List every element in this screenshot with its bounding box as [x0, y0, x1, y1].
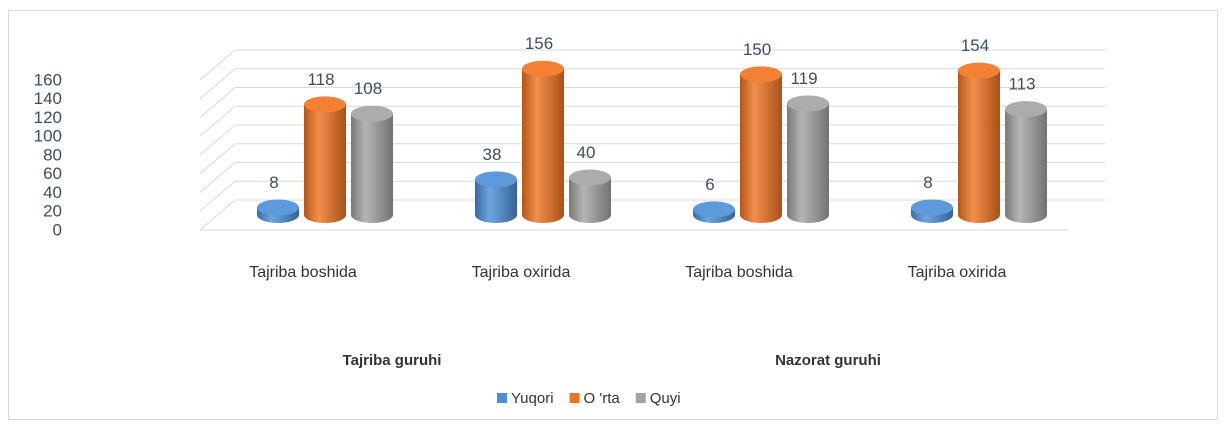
y-tick-label: 0: [53, 220, 62, 239]
grid-line: [199, 49, 1105, 81]
legend-swatch: [497, 393, 507, 403]
bar-top: [958, 62, 1000, 79]
bar-top: [351, 105, 393, 122]
bar: [740, 74, 782, 223]
bar-top: [522, 60, 564, 77]
data-label: 108: [354, 79, 382, 98]
legend-swatch: [635, 393, 646, 403]
y-tick-label: 80: [43, 145, 62, 164]
grid-line: [199, 68, 1105, 100]
bar: [351, 113, 393, 223]
x-tick-label: Tajriba oxirida: [472, 264, 571, 281]
chart-border: [8, 10, 1218, 420]
data-label: 8: [923, 173, 932, 192]
x-tick-label: Tajriba boshida: [685, 264, 793, 281]
bar: [522, 68, 564, 223]
legend-label: Yuqori: [511, 390, 554, 407]
y-tick-label: 160: [34, 70, 62, 89]
data-label: 113: [1008, 75, 1035, 94]
bar: [475, 179, 517, 223]
bar-top: [475, 171, 517, 188]
data-label: 156: [525, 34, 553, 53]
y-tick-label: 100: [34, 127, 62, 146]
data-label: 119: [790, 69, 817, 88]
bar-top: [304, 96, 346, 113]
bar: [304, 104, 346, 223]
data-label: 6: [705, 175, 714, 194]
bar-top: [740, 66, 782, 83]
data-label: 154: [961, 36, 989, 55]
group-label: Nazorat guruhi: [775, 352, 881, 369]
x-tick-label: Tajriba boshida: [249, 264, 357, 281]
legend-label: O 'rta: [584, 390, 621, 407]
bar-top: [911, 199, 953, 216]
y-tick-label: 40: [43, 183, 62, 202]
data-label: 40: [577, 143, 596, 162]
group-label: Tajriba guruhi: [343, 352, 442, 369]
legend-swatch: [569, 393, 580, 403]
bar-top: [257, 199, 299, 216]
y-tick-label: 20: [43, 202, 62, 221]
y-tick-label: 120: [34, 108, 62, 127]
bar-top: [1005, 101, 1047, 118]
data-label: 118: [307, 70, 334, 89]
bar-top: [693, 201, 735, 218]
bar: [958, 70, 1000, 223]
bar: [1005, 109, 1047, 223]
legend-label: Quyi: [650, 390, 681, 407]
grid-line: [199, 87, 1105, 118]
bar: [787, 103, 829, 223]
data-label: 38: [483, 145, 502, 164]
bar: [569, 177, 611, 223]
bar-top: [787, 95, 829, 112]
x-tick-label: Tajriba oxirida: [908, 264, 1007, 281]
y-tick-label: 60: [43, 164, 62, 183]
y-tick-label: 140: [34, 89, 62, 108]
data-label: 150: [743, 40, 771, 59]
data-label: 8: [269, 173, 278, 192]
bar-top: [569, 169, 611, 186]
